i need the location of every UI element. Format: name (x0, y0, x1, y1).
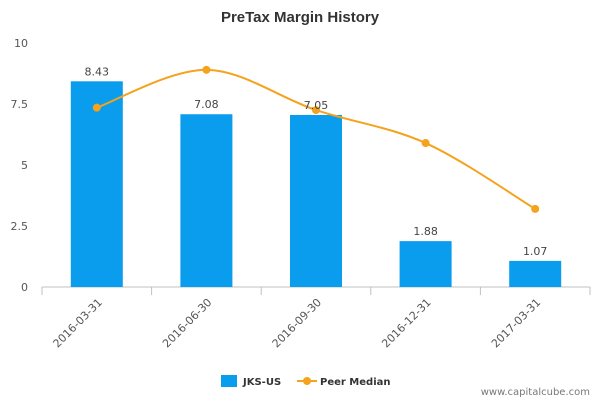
bar-value-label: 1.88 (413, 225, 438, 238)
x-tick-label: 2016-12-31 (379, 296, 433, 350)
x-tick-label: 2017-03-31 (489, 296, 543, 350)
chart-title: PreTax Margin History (221, 9, 380, 26)
y-tick-label: 7.5 (11, 98, 29, 111)
chart-legend: JKS-US Peer Median (221, 375, 391, 388)
x-tick-label: 2016-03-31 (51, 296, 105, 350)
legend-label-bar: JKS-US (242, 377, 281, 388)
data-labels: 8.43 7.08 7.05 1.88 1.07 (85, 65, 548, 258)
x-tick-label: 2016-09-30 (270, 296, 324, 350)
bar-series (70, 81, 562, 287)
bar-value-label: 8.43 (85, 65, 110, 78)
peer-median-point (312, 106, 320, 115)
bar (399, 241, 452, 287)
legend-label-line: Peer Median (320, 377, 391, 388)
legend-swatch-bar (221, 375, 237, 387)
bar-value-label: 1.07 (523, 245, 548, 258)
bar-value-label: 7.05 (304, 99, 329, 112)
y-tick-label: 2.5 (11, 220, 29, 233)
peer-median-point (421, 139, 430, 148)
bar (180, 114, 233, 287)
peer-median-point (531, 204, 540, 213)
x-tick-label: 2016-06-30 (160, 296, 214, 350)
bar (509, 260, 562, 287)
bar (290, 114, 342, 287)
peer-median-point (202, 65, 211, 74)
y-tick-label: 0 (21, 281, 28, 294)
line-series (92, 65, 540, 213)
bar (70, 81, 123, 287)
bar-value-label: 7.08 (194, 98, 219, 111)
y-tick-label: 10 (14, 37, 28, 50)
peer-median-point (92, 103, 101, 112)
legend-swatch-dot (303, 377, 311, 385)
y-tick-label: 5 (21, 159, 28, 172)
source-credit: www.capitalcube.com (481, 387, 590, 398)
